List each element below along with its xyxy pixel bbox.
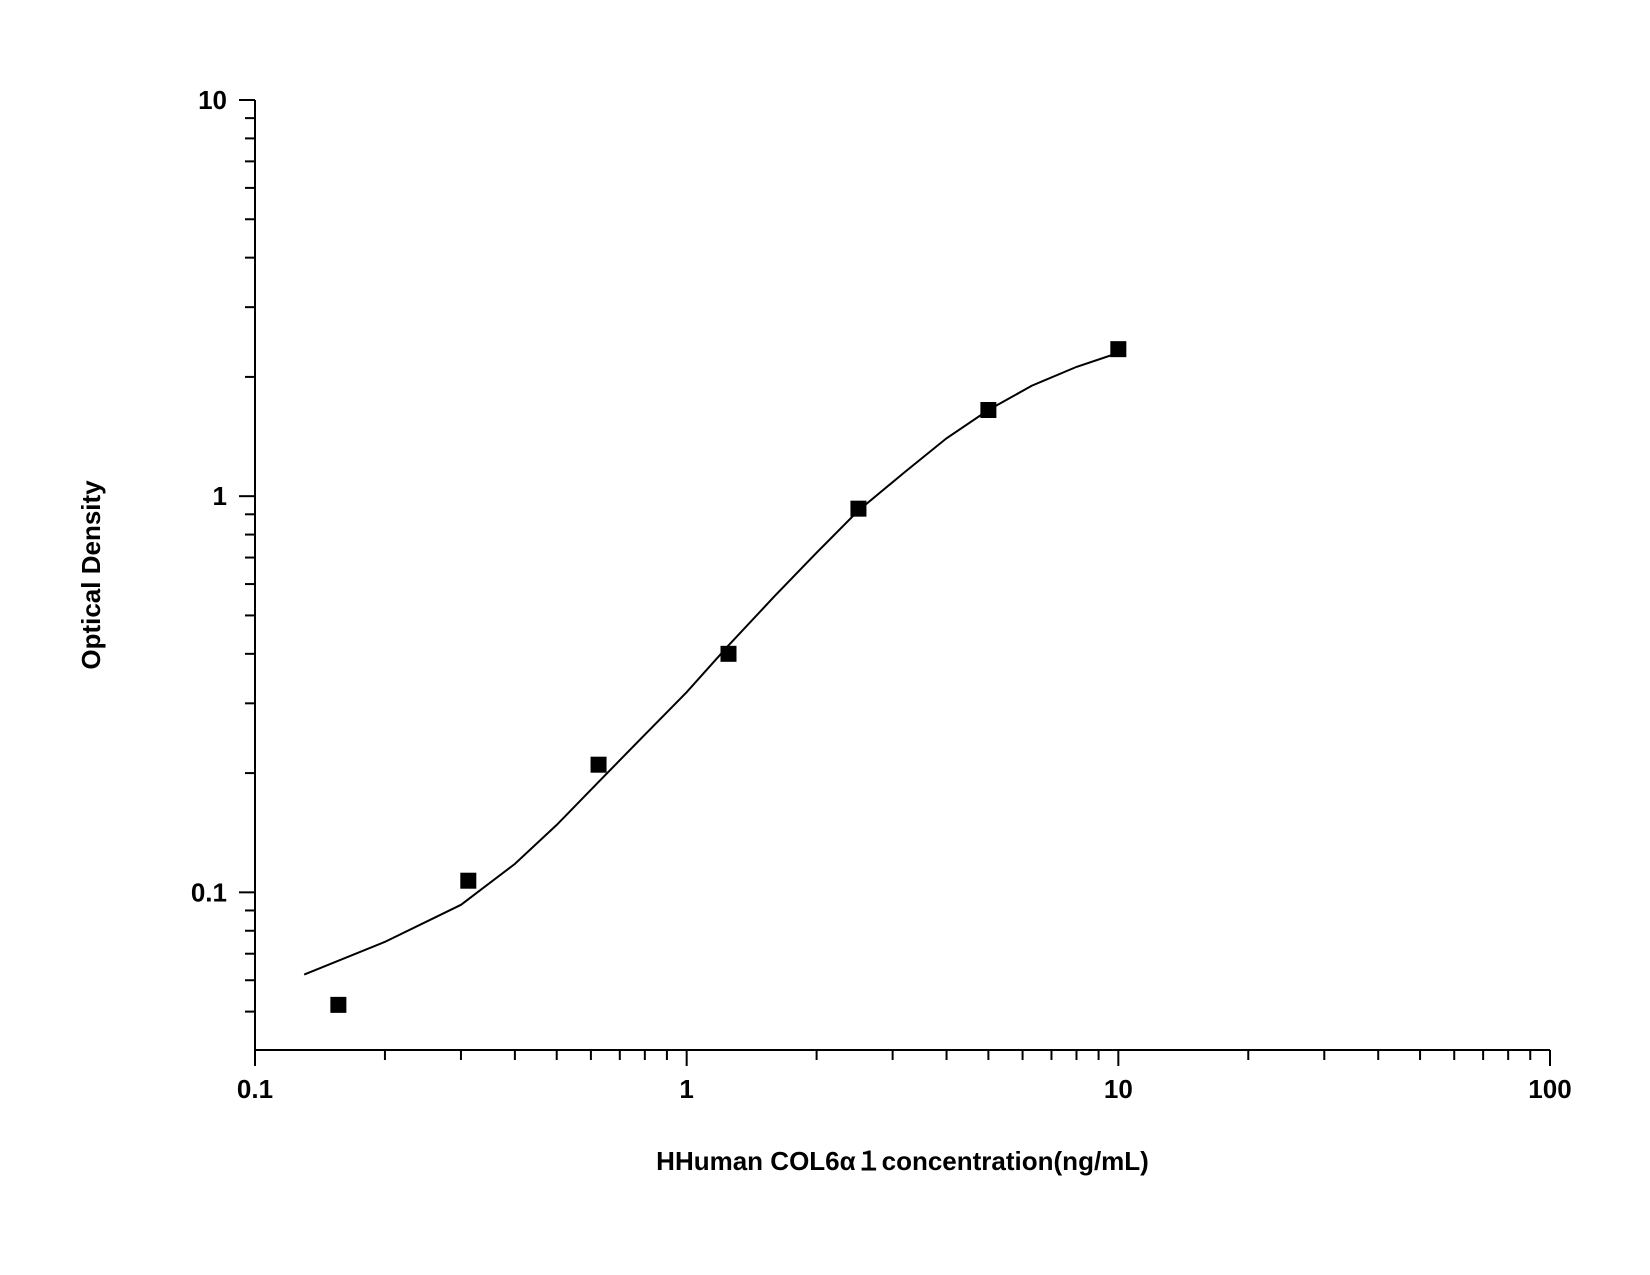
x-axis-label: HHuman COL6α１concentration(ng/mL) — [656, 1146, 1149, 1176]
x-tick-label: 0.1 — [237, 1074, 273, 1104]
y-tick-label: 1 — [213, 481, 227, 511]
data-marker — [1110, 341, 1126, 357]
data-marker — [850, 501, 866, 517]
data-marker — [980, 402, 996, 418]
data-marker — [720, 646, 736, 662]
chart-svg: 0.1 1 10 100 0.1 1 10 HHuman COL6α１concentratio… — [0, 0, 1650, 1275]
y-tick-label: 10 — [198, 85, 227, 115]
data-marker — [330, 997, 346, 1013]
chart-container: 0.1 1 10 100 0.1 1 10 HHuman COL6α１concentratio… — [0, 0, 1650, 1275]
x-tick-label: 1 — [679, 1074, 693, 1104]
y-tick-label: 0.1 — [191, 877, 227, 907]
x-tick-label: 10 — [1104, 1074, 1133, 1104]
data-marker — [591, 757, 607, 773]
x-tick-label: 100 — [1528, 1074, 1571, 1104]
y-axis-label: Optical Density — [76, 480, 106, 670]
data-marker — [460, 873, 476, 889]
